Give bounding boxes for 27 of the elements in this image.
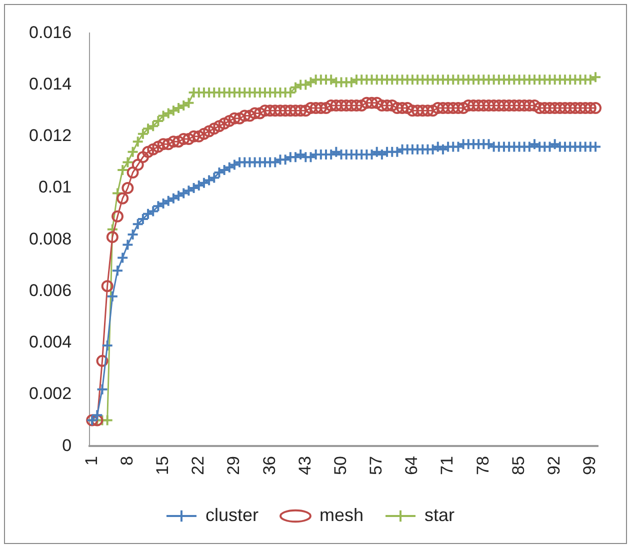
x-tick-label: 15 <box>152 456 172 476</box>
y-tick-label: 0.002 <box>28 384 72 404</box>
y-tick-label: 0.008 <box>28 229 72 248</box>
x-tick-label: 29 <box>224 456 244 476</box>
x-tick-label: 1 <box>82 456 101 466</box>
x-tick-label: 85 <box>508 456 528 476</box>
y-tick-label: 0.01 <box>38 178 72 197</box>
y-tick-label: 0.016 <box>28 22 72 42</box>
x-tick-label: 71 <box>438 456 457 476</box>
y-tick-label: 0.012 <box>28 126 72 146</box>
x-tick-label: 78 <box>473 456 492 476</box>
x-tick-label: 8 <box>117 456 136 466</box>
x-tick-label: 50 <box>330 456 350 476</box>
x-tick-label: 99 <box>580 456 600 476</box>
x-tick-label: 64 <box>402 456 422 476</box>
legend-label: mesh <box>319 504 364 525</box>
x-tick-label: 43 <box>295 456 314 476</box>
y-tick-label: 0.006 <box>28 280 72 300</box>
y-tick-label: 0.004 <box>28 332 72 352</box>
legend-label: cluster <box>205 504 259 525</box>
y-tick-label: 0.014 <box>28 74 72 94</box>
y-tick-label: 0 <box>62 436 72 455</box>
x-tick-label: 92 <box>544 456 564 476</box>
x-tick-label: 36 <box>260 456 279 476</box>
x-tick-label: 22 <box>188 456 208 476</box>
x-tick-label: 57 <box>366 456 386 476</box>
legend-label: star <box>424 504 455 525</box>
